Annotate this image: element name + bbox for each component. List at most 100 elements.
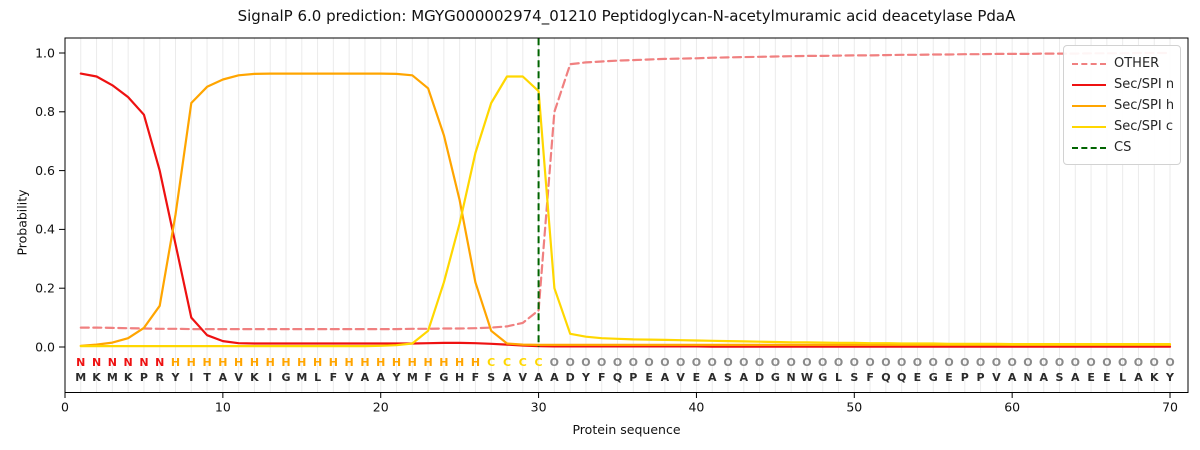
class-letter: H [250,356,259,369]
axes-box [64,37,1189,393]
y-axis-ticks: 0.0 0.2 0.4 0.6 0.8 1.0 [35,45,65,354]
class-letter: O [786,356,795,369]
residue-letter: A [1134,371,1143,384]
class-letter: O [1039,356,1048,369]
residue-letter: L [1119,371,1126,384]
residue-letter: A [708,371,717,384]
class-letter: O [960,356,969,369]
class-letter: O [565,356,574,369]
residue-letter: Q [881,371,890,384]
residue-letter: T [203,371,211,384]
residue-letter: K [92,371,101,384]
class-letter: C [519,356,527,369]
x-axis-ticks: 0 10 20 30 40 50 60 70 [61,392,1178,415]
class-letter: N [124,356,133,369]
residue-letter: Y [392,371,402,384]
class-letter: O [613,356,622,369]
class-letter: O [881,356,890,369]
residue-letter: D [755,371,764,384]
residue-letter: F [330,371,338,384]
y-tick-label: 0.0 [35,339,55,354]
residue-letter: A [534,371,543,384]
residue-letter: L [835,371,842,384]
class-letter: H [439,356,448,369]
class-letter: N [92,356,101,369]
class-letter: O [723,356,732,369]
class-letter: O [676,356,685,369]
class-letter: H [218,356,227,369]
residue-letter: W [801,371,813,384]
class-letter: N [155,356,164,369]
legend-item-cs: CS [1064,137,1180,158]
class-letter: H [281,356,290,369]
class-letter: H [297,356,306,369]
class-letter: O [850,356,859,369]
residue-letter: A [740,371,749,384]
residue-letter: P [140,371,148,384]
residue-letter: E [693,371,701,384]
residue-letter: Y [171,371,181,384]
residue-letter: M [296,371,307,384]
residue-letter: I [268,371,272,384]
residue-letter: M [407,371,418,384]
x-tick-label: 30 [531,400,547,415]
class-letter: H [234,356,243,369]
x-tick-label: 50 [846,400,862,415]
residue-letter: V [519,371,528,384]
class-letter: O [692,356,701,369]
class-letter: O [660,356,669,369]
class-letter: H [266,356,275,369]
x-tick-label: 40 [688,400,704,415]
class-letter: H [392,356,401,369]
legend-item-other: OTHER [1064,53,1180,74]
residue-letter: E [1087,371,1095,384]
class-letter: O [550,356,559,369]
residue-letter: Y [581,371,591,384]
residue-letter: A [503,371,512,384]
class-letter: O [755,356,764,369]
residue-letter: P [961,371,969,384]
residue-letter: A [1039,371,1048,384]
class-letter: O [581,356,590,369]
class-letter: O [1071,356,1080,369]
residue-letter: G [818,371,827,384]
residue-letter: P [629,371,637,384]
residue-letter: E [1103,371,1111,384]
legend-item-sec-spi-n: Sec/SPI n [1064,74,1180,95]
residue-letter: V [676,371,685,384]
residue-letter: K [250,371,259,384]
class-letter: O [865,356,874,369]
residue-letter: N [1023,371,1032,384]
class-letter: O [629,356,638,369]
legend-line-sec-spi-c [1072,125,1106,128]
class-letter: O [644,356,653,369]
residue-letter: F [424,371,432,384]
residue-letter: K [1150,371,1159,384]
class-letter: O [771,356,780,369]
y-tick-label: 0.2 [35,281,55,296]
x-axis-label: Protein sequence [572,422,681,437]
class-letter: O [1023,356,1032,369]
class-letter: O [1055,356,1064,369]
y-tick-label: 0.4 [35,222,55,237]
class-letter: O [992,356,1001,369]
residue-letter: V [992,371,1001,384]
series-sec-spi-c [79,75,1172,348]
legend-line-cs [1072,146,1106,149]
class-letter: H [408,356,417,369]
class-letter: H [202,356,211,369]
class-letter: O [1007,356,1016,369]
residue-letter: G [771,371,780,384]
class-letter: C [503,356,511,369]
residue-letter: E [645,371,653,384]
chart-title: SignalP 6.0 prediction: MGYG000002974_01… [237,7,1016,25]
class-letter: O [818,356,827,369]
class-letter: O [597,356,606,369]
legend-line-other [1072,62,1106,65]
x-tick-label: 60 [1004,400,1020,415]
gridlines [80,38,1171,393]
residue-letter: V [234,371,243,384]
series-other [79,51,1172,331]
